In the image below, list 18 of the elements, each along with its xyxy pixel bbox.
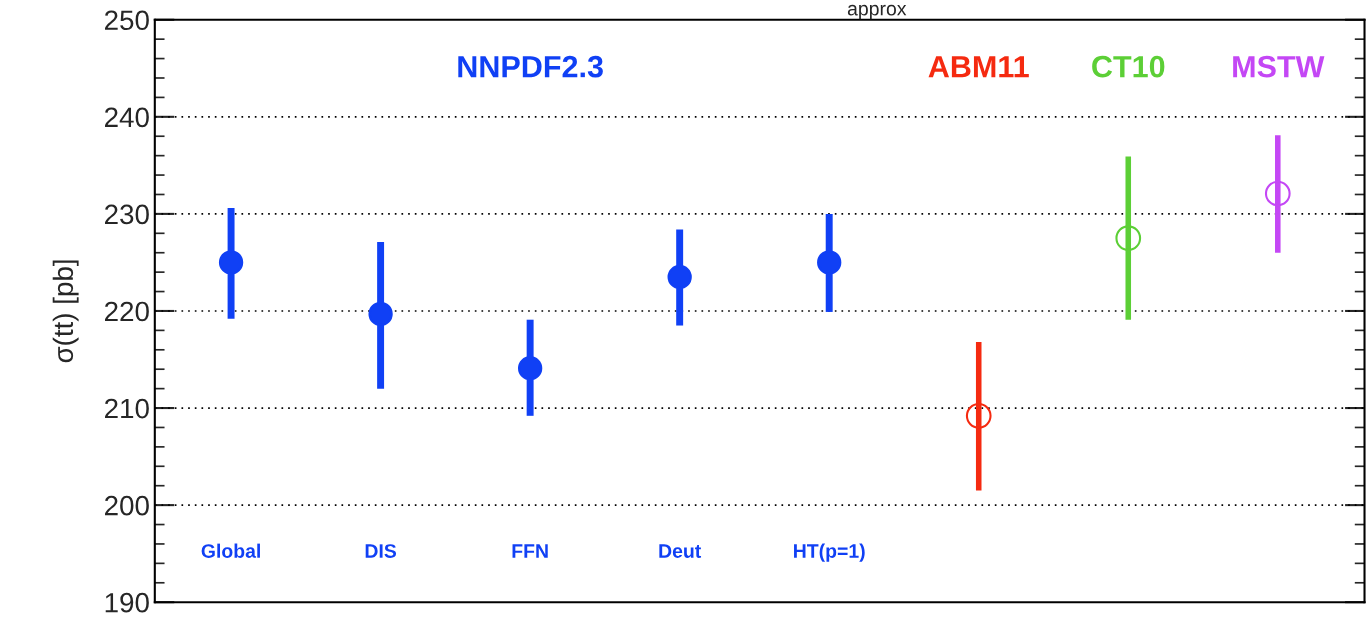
- text: NNPDF2.3: [458, 55, 603, 78]
- text: MSTW: [1233, 55, 1325, 78]
- y-axis-title: σ(tt) [pb]: [52, 260, 79, 363]
- x-tick-label: FFN: [512, 544, 548, 558]
- x-tick-label: HT(p=1): [794, 543, 865, 562]
- x-tick-label: DIS: [365, 544, 397, 558]
- y-tick-label: 250: [105, 10, 149, 31]
- y-tick-label: 220: [105, 301, 149, 322]
- y-tick-label: 210: [105, 398, 149, 419]
- x-tick-label: Global: [201, 543, 260, 558]
- text: ABM11: [928, 56, 1029, 78]
- x-tick-label: Deut: [659, 544, 702, 558]
- y-tick-label: 230: [105, 204, 149, 225]
- y-tick-label: 240: [105, 107, 149, 128]
- text: CT10: [1092, 55, 1165, 78]
- y-tick-label: 200: [105, 495, 149, 516]
- y-tick-label: 190: [105, 592, 149, 613]
- text: approx: [847, 4, 907, 20]
